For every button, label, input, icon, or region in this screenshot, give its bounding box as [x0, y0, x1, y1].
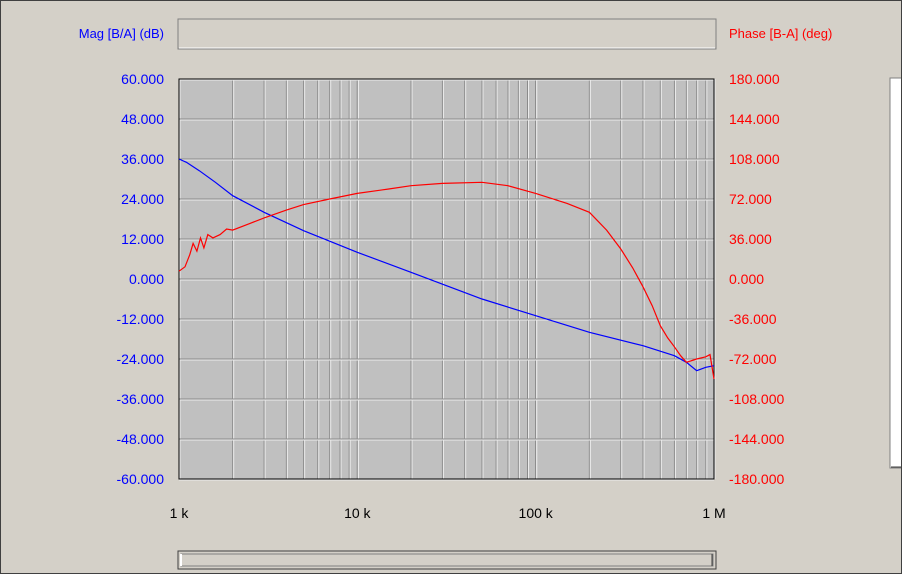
- phase-tick-label: 180.000: [729, 71, 780, 87]
- mag-tick-label: 60.000: [121, 71, 164, 87]
- mag-tick-label: -12.000: [117, 311, 165, 327]
- mag-tick-label: -24.000: [117, 351, 165, 367]
- phase-tick-label: -108.000: [729, 391, 784, 407]
- side-panel: [889, 77, 901, 469]
- mag-tick-label: -36.000: [117, 391, 165, 407]
- phase-tick-label: -144.000: [729, 431, 784, 447]
- grid-lines: [178, 78, 716, 481]
- phase-axis-title: Phase [B-A] (deg): [729, 26, 832, 41]
- phase-tick-label: -180.000: [729, 471, 784, 487]
- scrollbar-thumb[interactable]: [180, 553, 714, 567]
- mag-tick-label: -48.000: [117, 431, 165, 447]
- mag-axis-title: Mag [B/A] (dB): [79, 26, 164, 41]
- frequency-tick-labels: 1 k 10 k 100 k 1 M: [170, 505, 726, 521]
- phase-tick-labels: 180.000 144.000 108.000 72.000 36.000 0.000 -3…: [729, 71, 784, 487]
- phase-tick-label: 0.000: [729, 271, 764, 287]
- trace-name-field: [177, 18, 717, 50]
- frequency-tick-label: 1 k: [170, 505, 190, 521]
- phase-tick-label: 144.000: [729, 111, 780, 127]
- phase-tick-label: -72.000: [729, 351, 777, 367]
- series-traces: [178, 158, 715, 380]
- mag-tick-label: -60.000: [117, 471, 165, 487]
- phase-tick-label: 36.000: [729, 231, 772, 247]
- phase-trace: [178, 181, 715, 380]
- mag-tick-label: 0.000: [129, 271, 164, 287]
- magnitude-trace: [178, 158, 715, 372]
- mag-tick-label: 24.000: [121, 191, 164, 207]
- mag-tick-labels: 60.000 48.000 36.000 24.000 12.000 0.000 -12.0…: [117, 71, 165, 487]
- mag-tick-label: 12.000: [121, 231, 164, 247]
- phase-tick-label: -36.000: [729, 311, 777, 327]
- frequency-tick-label: 1 M: [702, 505, 725, 521]
- mag-tick-label: 36.000: [121, 151, 164, 167]
- phase-tick-label: 108.000: [729, 151, 780, 167]
- frequency-tick-label: 100 k: [519, 505, 554, 521]
- mag-tick-label: 48.000: [121, 111, 164, 127]
- frequency-tick-label: 10 k: [344, 505, 371, 521]
- phase-tick-label: 72.000: [729, 191, 772, 207]
